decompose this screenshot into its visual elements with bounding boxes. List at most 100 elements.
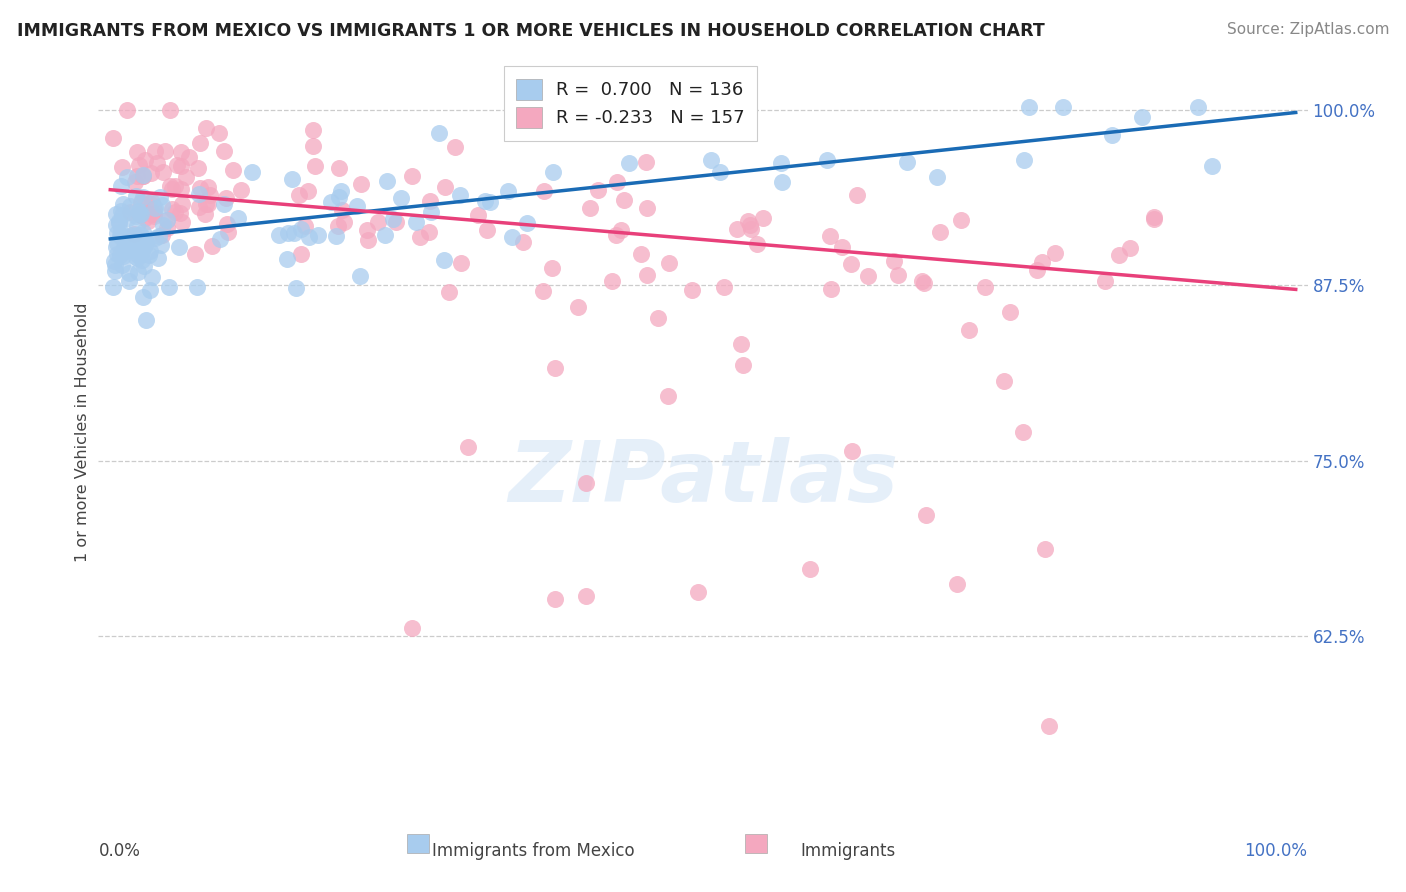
Point	[769, 156, 792, 170]
Point	[401, 622, 423, 636]
Point	[128, 158, 150, 172]
Point	[276, 252, 298, 266]
Point	[1143, 210, 1166, 224]
Point	[125, 219, 148, 233]
Point	[124, 176, 146, 190]
Point	[143, 202, 166, 216]
Point	[325, 228, 347, 243]
Point	[302, 139, 325, 153]
Point	[770, 175, 793, 189]
Point	[1012, 153, 1035, 167]
Point	[131, 228, 153, 243]
Point	[135, 313, 157, 327]
Point	[197, 179, 219, 194]
Point	[285, 281, 308, 295]
Point	[998, 305, 1021, 319]
Point	[630, 246, 652, 260]
Point	[150, 227, 173, 242]
Point	[367, 215, 389, 229]
Text: 100.0%: 100.0%	[1244, 842, 1308, 860]
Point	[188, 181, 211, 195]
Point	[328, 219, 350, 234]
Point	[297, 184, 319, 198]
Point	[294, 219, 316, 234]
Point	[129, 227, 152, 242]
Point	[815, 153, 838, 167]
Point	[1119, 241, 1142, 255]
Point	[108, 216, 131, 230]
Point	[512, 235, 534, 249]
Point	[217, 217, 239, 231]
Point	[222, 163, 245, 178]
Point	[240, 165, 263, 179]
Point	[328, 161, 350, 175]
Point	[105, 235, 128, 250]
Point	[131, 244, 153, 259]
Point	[104, 240, 127, 254]
Point	[127, 204, 149, 219]
Text: Source: ZipAtlas.com: Source: ZipAtlas.com	[1226, 22, 1389, 37]
Point	[478, 195, 501, 210]
Point	[418, 225, 440, 239]
Point	[1108, 248, 1130, 262]
Point	[215, 191, 238, 205]
Point	[152, 165, 174, 179]
Point	[949, 212, 972, 227]
Point	[606, 175, 628, 189]
Point	[636, 201, 658, 215]
Point	[188, 200, 211, 214]
Point	[544, 361, 567, 376]
Point	[170, 182, 193, 196]
Point	[974, 280, 997, 294]
Point	[120, 205, 142, 219]
Point	[152, 218, 174, 232]
Point	[928, 225, 950, 239]
Point	[108, 248, 131, 262]
Point	[134, 211, 156, 225]
Point	[132, 226, 155, 240]
Point	[141, 269, 163, 284]
Point	[111, 228, 134, 243]
Point	[111, 243, 134, 257]
Point	[127, 237, 149, 252]
Point	[1201, 159, 1223, 173]
Point	[127, 169, 149, 183]
Point	[125, 250, 148, 264]
Point	[170, 197, 193, 211]
Point	[198, 187, 221, 202]
Point	[157, 280, 180, 294]
Point	[124, 237, 146, 252]
Point	[496, 184, 519, 198]
Point	[657, 389, 679, 403]
Point	[118, 266, 141, 280]
Point	[120, 232, 142, 246]
Point	[114, 233, 136, 247]
Point	[127, 265, 149, 279]
Point	[927, 169, 949, 184]
Point	[132, 238, 155, 252]
Point	[946, 577, 969, 591]
Point	[357, 233, 380, 247]
Point	[110, 225, 132, 239]
Point	[150, 198, 173, 212]
Point	[163, 204, 186, 219]
Point	[531, 284, 554, 298]
Point	[700, 153, 723, 167]
Point	[135, 235, 157, 250]
Point	[433, 253, 456, 268]
Point	[142, 209, 165, 223]
Point	[401, 169, 423, 184]
Point	[187, 187, 209, 202]
Point	[586, 183, 609, 197]
Point	[194, 121, 217, 136]
Point	[201, 239, 224, 253]
Point	[194, 206, 217, 220]
Point	[730, 336, 752, 351]
Point	[1033, 542, 1056, 557]
Point	[124, 230, 146, 244]
Point	[134, 238, 156, 252]
Point	[820, 282, 842, 296]
Point	[375, 174, 398, 188]
Point	[752, 211, 775, 225]
Point	[111, 259, 134, 273]
